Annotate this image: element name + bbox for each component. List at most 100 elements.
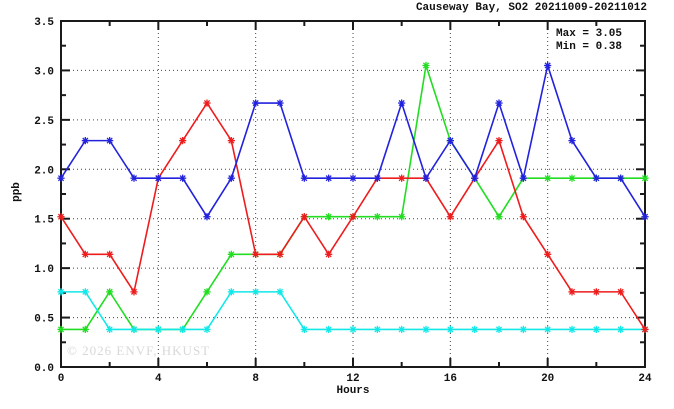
data-point-marker: [422, 325, 430, 334]
x-tick-label: 0: [58, 373, 65, 385]
data-point-marker: [544, 61, 552, 70]
data-point-marker: [227, 137, 235, 145]
data-point-marker: [373, 174, 381, 182]
data-point-marker: [276, 250, 284, 258]
data-point-marker: [422, 174, 430, 182]
data-point-marker: [203, 288, 211, 296]
data-point-marker: [325, 213, 333, 221]
data-point-marker: [446, 137, 454, 145]
data-point-marker: [227, 174, 235, 182]
data-point-marker: [130, 288, 138, 296]
data-point-marker: [471, 174, 479, 182]
data-point-marker: [617, 288, 625, 296]
data-point-marker: [398, 174, 406, 182]
data-point-marker: [349, 213, 357, 221]
data-point-marker: [446, 325, 454, 334]
max-min-annotation: Max = 3.05 Min = 0.38: [556, 28, 622, 54]
data-point-marker: [373, 213, 381, 221]
data-point-marker: [471, 325, 479, 334]
y-tick-label: 3.5: [34, 17, 54, 29]
data-point-marker: [325, 325, 333, 334]
data-point-marker: [106, 250, 114, 258]
data-point-marker: [106, 137, 114, 145]
data-point-marker: [81, 137, 89, 145]
data-point-marker: [179, 137, 187, 145]
grid: [61, 21, 645, 367]
data-point-marker: [57, 288, 65, 296]
data-point-markers: [57, 61, 649, 221]
data-point-marker: [373, 325, 381, 334]
data-point-marker: [276, 99, 284, 107]
data-point-marker: [568, 288, 576, 296]
data-point-marker: [130, 174, 138, 182]
data-point-marker: [154, 174, 162, 182]
data-point-marker: [544, 174, 552, 182]
data-point-marker: [519, 325, 527, 334]
data-point-marker: [617, 174, 625, 182]
data-point-marker: [81, 250, 89, 258]
y-tick-label: 2.0: [34, 165, 54, 177]
data-point-marker: [276, 288, 284, 296]
data-point-marker: [641, 213, 649, 221]
data-point-marker: [544, 250, 552, 258]
data-point-marker: [568, 137, 576, 145]
data-point-marker: [203, 99, 211, 107]
y-axis-title: ppb: [11, 182, 23, 202]
x-tick-label: 8: [252, 373, 259, 385]
data-point-marker: [227, 288, 235, 296]
data-point-marker: [179, 174, 187, 182]
data-point-marker: [641, 174, 649, 182]
x-tick-label: 12: [346, 373, 359, 385]
data-point-marker: [325, 174, 333, 182]
data-point-marker: [446, 213, 454, 221]
data-point-marker: [57, 174, 65, 182]
data-point-marker: [398, 325, 406, 334]
data-point-marker: [106, 288, 114, 296]
data-point-marker: [519, 174, 527, 182]
data-point-marker: [641, 325, 649, 334]
data-point-marker: [592, 174, 600, 182]
data-point-marker: [154, 325, 162, 334]
data-point-marker: [300, 174, 308, 182]
x-tick-label: 16: [444, 373, 457, 385]
data-point-marker: [252, 99, 260, 107]
data-point-marker: [106, 325, 114, 334]
data-point-marker: [568, 174, 576, 182]
data-point-marker: [592, 288, 600, 296]
chart-title: Causeway Bay, SO2 20211009-20211012: [415, 2, 647, 14]
data-point-marker: [252, 288, 260, 296]
data-point-marker: [495, 99, 503, 107]
tick-labels: 0.0 0.5 1.0 1.5 2.0 2.5 3.0 3.5 0 4 8 12 16 20 24: [34, 17, 652, 385]
data-point-marker: [325, 250, 333, 258]
data-point-marker: [398, 213, 406, 221]
y-tick-label: 3.0: [34, 66, 54, 78]
data-point-marker: [130, 325, 138, 334]
min-value-label: Min = 0.38: [556, 41, 623, 53]
x-tick-label: 24: [638, 373, 652, 385]
data-point-marker: [349, 325, 357, 334]
data-point-marker: [495, 137, 503, 145]
data-point-marker: [300, 325, 308, 334]
data-point-marker: [300, 213, 308, 221]
data-point-marker: [252, 250, 260, 258]
x-tick-label: 4: [155, 373, 162, 385]
blue-line: [57, 61, 649, 221]
y-tick-label: 2.5: [34, 116, 54, 128]
data-point-marker: [568, 325, 576, 334]
data-point-markers: [57, 288, 649, 334]
data-point-marker: [203, 325, 211, 334]
data-point-marker: [544, 325, 552, 334]
y-tick-label: 1.0: [34, 264, 54, 276]
x-axis-title: Hours: [336, 385, 370, 397]
plot-border: [60, 20, 646, 368]
data-point-marker: [592, 325, 600, 334]
data-point-marker: [617, 325, 625, 334]
data-point-marker: [57, 213, 65, 221]
data-point-marker: [81, 288, 89, 296]
data-point-marker: [495, 325, 503, 334]
x-tick-label: 20: [541, 373, 554, 385]
cyan-line: [57, 288, 649, 334]
y-tick-label: 0.5: [34, 314, 54, 326]
data-point-marker: [422, 61, 430, 70]
